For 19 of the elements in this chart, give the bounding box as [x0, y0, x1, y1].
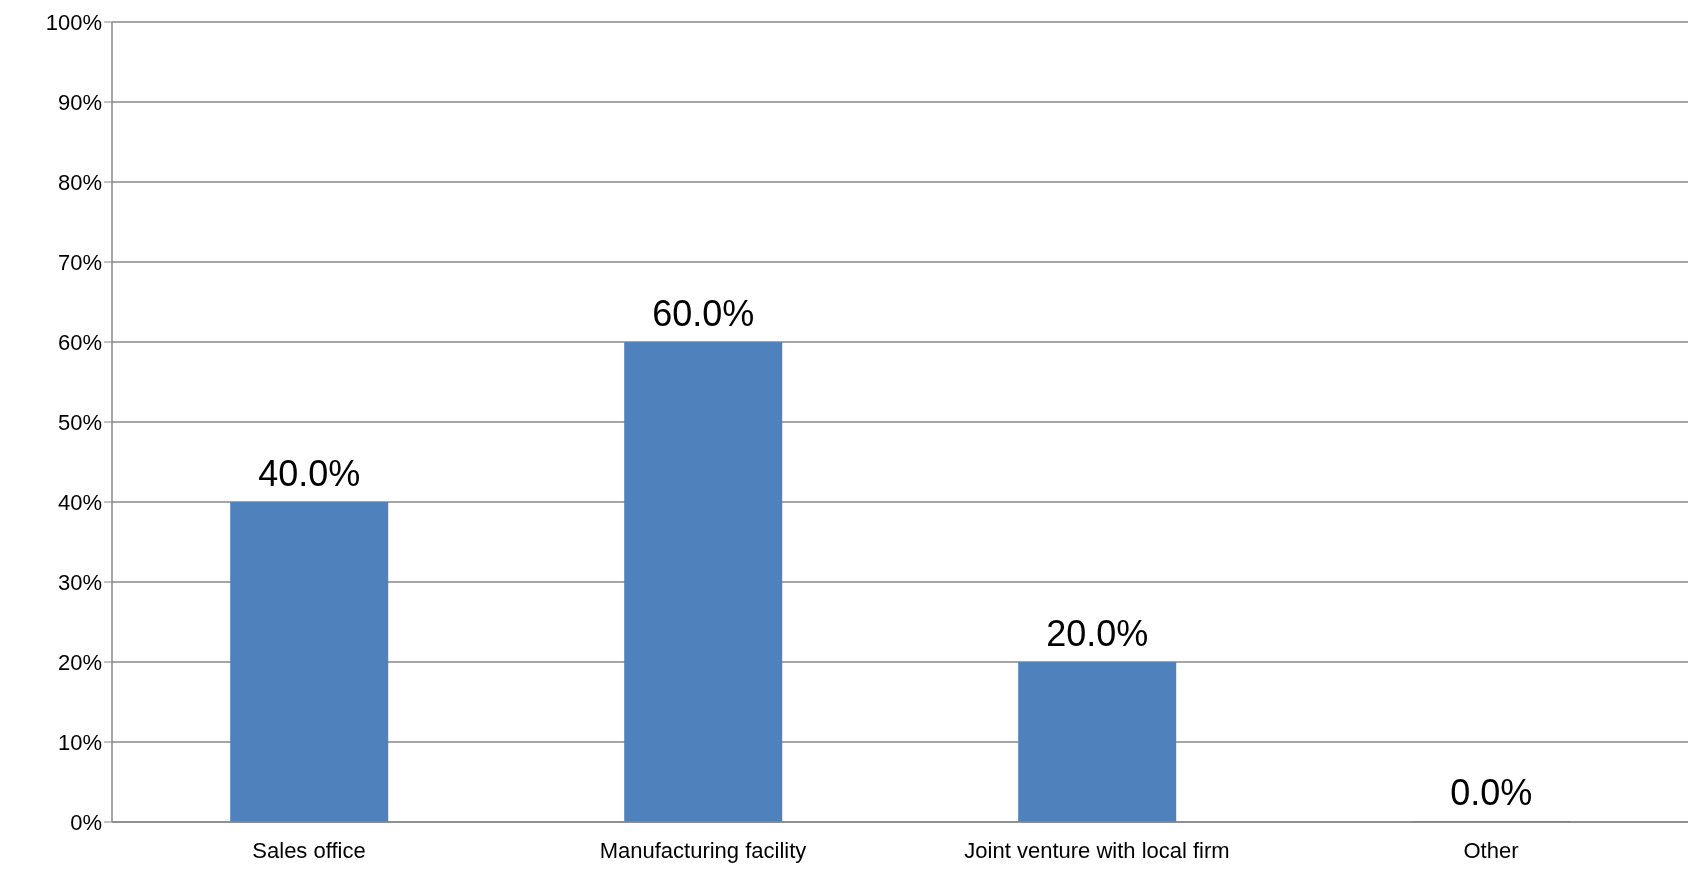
data-label: 60.0% — [652, 293, 755, 334]
data-label: 40.0% — [258, 453, 361, 494]
x-tick-label: Joint venture with local firm — [964, 837, 1230, 863]
y-tick-label: 10% — [57, 729, 102, 755]
x-tick-label: Sales office — [252, 837, 366, 863]
y-tick-label: 60% — [57, 329, 102, 355]
y-tick-label: 20% — [57, 649, 102, 675]
y-tick-label: 50% — [57, 409, 102, 435]
y-tick-label: 0% — [70, 809, 102, 835]
y-tick-label: 100% — [45, 9, 102, 35]
x-tick-label: Manufacturing facility — [599, 837, 807, 863]
data-label: 20.0% — [1046, 613, 1149, 654]
y-tick-label: 80% — [57, 169, 102, 195]
x-tick-label: Other — [1463, 837, 1519, 863]
y-tick-label: 90% — [57, 89, 102, 115]
data-label: 0.0% — [1450, 772, 1533, 813]
y-tick-label: 70% — [57, 249, 102, 275]
y-tick-label: 40% — [57, 489, 102, 515]
y-tick-label: 30% — [57, 569, 102, 595]
